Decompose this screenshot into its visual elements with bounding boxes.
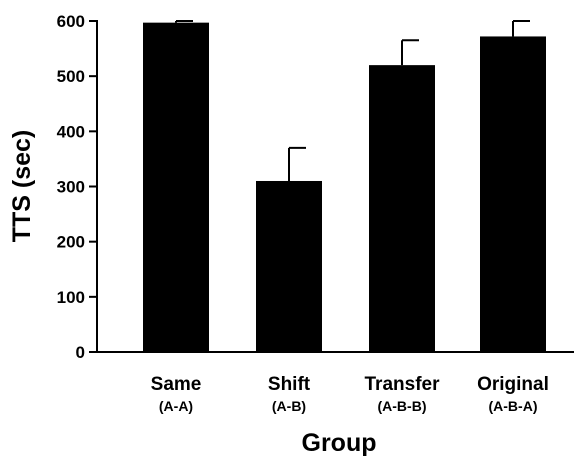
x-tick-sublabel: (A-B-B): [378, 398, 427, 414]
x-axis-title: Group: [302, 429, 377, 457]
bars: [143, 20, 546, 353]
x-tick-label: Same: [151, 374, 202, 395]
y-tick-label: 600: [57, 12, 85, 31]
x-tick-label: Original: [477, 374, 549, 395]
bar-original: [480, 36, 546, 353]
bar-shift: [256, 180, 322, 352]
y-tick-label: 500: [57, 67, 85, 86]
x-tick-label: Shift: [268, 374, 311, 395]
y-tick-label: 200: [57, 233, 85, 252]
x-tick-sublabel: (A-B): [272, 398, 306, 414]
x-tick-sublabel: (A-A): [159, 398, 193, 414]
bar-transfer: [369, 65, 435, 352]
y-axis-title: TTS (sec): [8, 130, 36, 243]
x-tick-label: Transfer: [365, 374, 441, 395]
x-tick-sublabel: (A-B-A): [489, 398, 538, 414]
y-tick-label: 400: [57, 122, 85, 141]
y-tick-label: 300: [57, 178, 85, 197]
x-axis-labels: Same (A-A) Shift (A-B) Transfer (A-B-B) Origin…: [151, 374, 549, 414]
y-tick-label: 0: [76, 343, 85, 362]
bar-same: [143, 22, 209, 353]
y-tick-label: 100: [57, 288, 85, 307]
